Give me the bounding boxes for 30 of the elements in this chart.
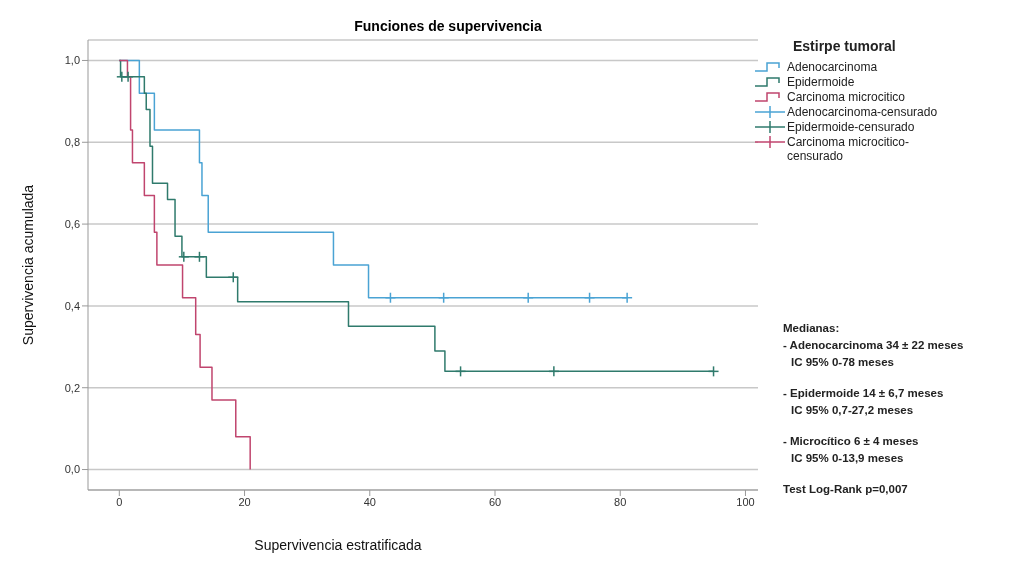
- text: Medianas:: [783, 321, 841, 336]
- y-tick-label: 0,2: [64, 381, 80, 394]
- legend-label: Epidermoide: [787, 75, 856, 89]
- x-tick-label: 80: [614, 495, 627, 508]
- x-tick-label: 60: [488, 495, 502, 508]
- text: IC 95% 0-78 meses: [790, 355, 895, 370]
- legend-label: Adenocarcinoma: [787, 60, 879, 74]
- y-tick-label: 0,6: [64, 218, 80, 230]
- text: - Adenocarcinoma 34 ± 22 meses: [783, 338, 965, 353]
- x-tick-label: 0: [116, 495, 123, 508]
- y-axis-title: Supervivencia acumulada: [19, 184, 36, 346]
- legend-label: Adenocarcinoma-censurado: [787, 105, 939, 119]
- y-tick-label: 0,8: [64, 136, 80, 149]
- text: IC 95% 0-13,9 meses: [790, 451, 905, 466]
- x-tick-label: 20: [238, 495, 251, 508]
- y-tick-label: 0,4: [64, 299, 80, 312]
- text: IC 95% 0,7-27,2 meses: [790, 403, 915, 418]
- text: Test Log-Rank p=0,007: [783, 482, 909, 497]
- legend-label: Epidermoide-censurado: [787, 120, 916, 134]
- legend-label: Carcinoma microcitico-censurado: [787, 135, 911, 163]
- y-tick-label: 1,0: [64, 54, 80, 67]
- chart-title: Funciones de supervivencia: [353, 18, 543, 34]
- x-tick-label: 100: [736, 495, 755, 508]
- y-tick-label: 0,0: [64, 463, 80, 476]
- x-tick-label: 40: [363, 495, 376, 508]
- legend-label: Carcinoma microcitico: [787, 90, 907, 104]
- text: - Epidermoide 14 ± 6,7 meses: [783, 386, 945, 401]
- legend-title: Estirpe tumoral: [793, 38, 897, 54]
- text: - Microcítico 6 ± 4 meses: [783, 434, 920, 449]
- x-axis-title: Supervivencia estratificada: [254, 537, 422, 553]
